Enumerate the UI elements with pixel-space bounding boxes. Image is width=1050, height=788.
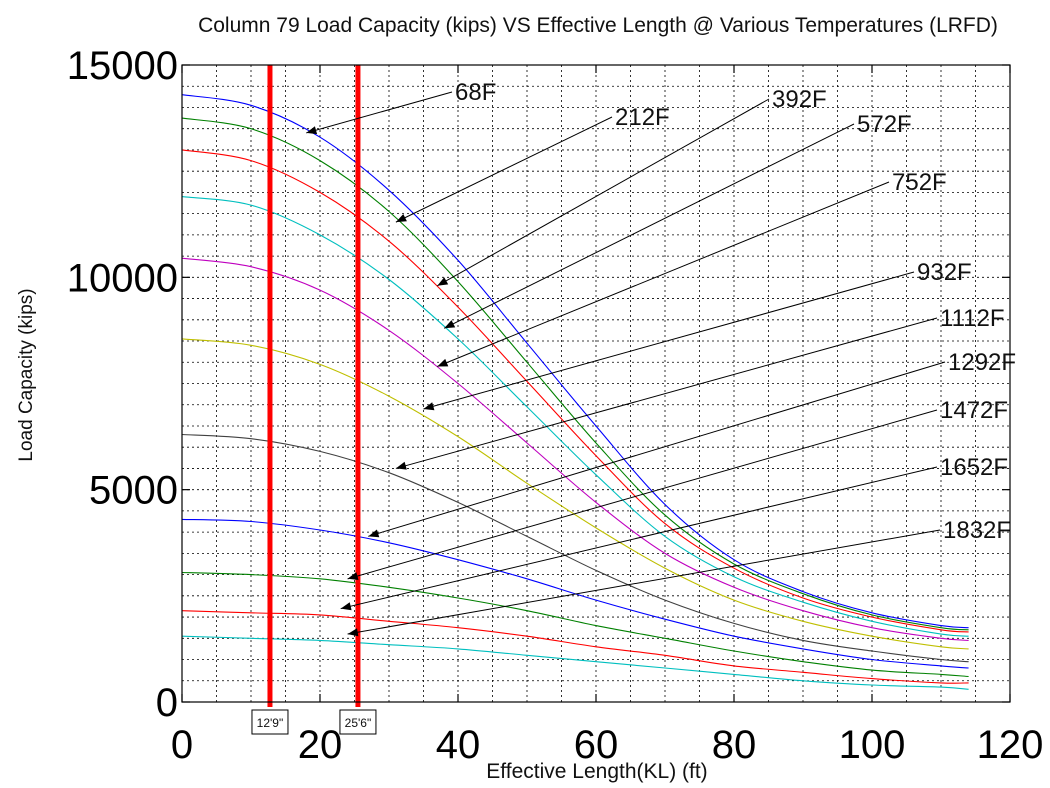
- chart-title: Column 79 Load Capacity (kips) VS Effect…: [198, 14, 998, 37]
- annotation-label-932F: 932F: [917, 259, 972, 286]
- annotation-layer: 68F 212F 392F 572F 752F 932F 1112F 1292F 1472F 16…: [306, 79, 1016, 637]
- x-tick-label: 20: [298, 723, 343, 767]
- annotation-arrowhead-212F: [395, 214, 407, 223]
- annotation-leader-1472F: [347, 409, 938, 580]
- series-line-68F: [181, 94, 969, 629]
- annotation-label-212F: 212F: [615, 104, 670, 131]
- y-tick-label: 0: [156, 681, 178, 725]
- x-tick-label: 60: [574, 723, 619, 767]
- annotation-label-1652F: 1652F: [940, 454, 1008, 481]
- marker-label-2: 25'6": [345, 716, 372, 730]
- series-line-1652F: [181, 610, 969, 684]
- marker-label-box-1: [251, 709, 289, 735]
- annotation-leader-392F: [437, 98, 770, 287]
- x-tick-label: 40: [436, 723, 481, 767]
- annotation-arrowhead-1652F: [340, 602, 352, 611]
- x-tick-label: 0: [171, 723, 193, 767]
- marker-label-1: 12'9": [257, 716, 284, 730]
- annotation-arrowhead-68F: [306, 126, 318, 135]
- x-tick-label: 80: [712, 723, 757, 767]
- annotation-label-392F: 392F: [772, 86, 827, 113]
- annotation-leader-68F: [306, 91, 453, 134]
- marker-label-box-2: [339, 709, 377, 735]
- annotation-arrowhead-932F: [423, 402, 435, 411]
- series-line-932F: [181, 338, 969, 650]
- tick-label-layer: 0 20 40 60 80 100 120 0 5000 10000 15000: [67, 44, 1044, 767]
- y-axis-label: Load Capacity (kips): [16, 288, 37, 461]
- annotation-leader-1292F: [368, 361, 946, 537]
- annotation-leader-1832F: [347, 529, 941, 635]
- y-tick-label: 10000: [67, 256, 178, 300]
- annotation-arrowhead-392F: [437, 277, 449, 286]
- annotation-arrowhead-1292F: [368, 529, 380, 538]
- annotation-arrowhead-752F: [437, 358, 449, 367]
- x-tick-label: 120: [977, 723, 1044, 767]
- annotation-label-572F: 572F: [857, 111, 912, 138]
- annotation-arrowhead-1112F: [395, 461, 407, 470]
- annotation-leader-1112F: [395, 317, 938, 469]
- annotation-leader-572F: [443, 123, 855, 329]
- series-line-572F: [181, 196, 969, 637]
- series-line-212F: [181, 117, 969, 631]
- annotation-arrowhead-1832F: [347, 628, 359, 637]
- y-tick-label: 5000: [89, 469, 178, 513]
- annotation-label-68F: 68F: [455, 79, 496, 106]
- annotation-label-1832F: 1832F: [943, 517, 1011, 544]
- annotation-arrowhead-1472F: [347, 572, 359, 580]
- annotation-leader-752F: [437, 181, 890, 367]
- series-line-1472F: [181, 571, 969, 678]
- series-line-1832F: [181, 635, 969, 690]
- x-axis-label: Effective Length(KL) (ft): [486, 760, 707, 783]
- series-line-1292F: [181, 518, 969, 669]
- annotation-label-1472F: 1472F: [940, 397, 1008, 424]
- x-tick-label: 100: [839, 723, 906, 767]
- annotation-leader-932F: [423, 271, 915, 410]
- series-line-392F: [181, 149, 969, 633]
- series-line-1112F: [181, 433, 969, 663]
- series-line-752F: [181, 257, 969, 641]
- annotation-label-1292F: 1292F: [948, 349, 1016, 376]
- annotation-label-752F: 752F: [892, 169, 947, 196]
- annotation-leader-1652F: [340, 466, 938, 610]
- marker-layer: 12'9" 25'6": [251, 65, 377, 735]
- grid-layer: [182, 65, 1010, 702]
- y-tick-label: 15000: [67, 44, 178, 88]
- series-layer: [181, 94, 969, 690]
- annotation-label-1112F: 1112F: [940, 305, 1005, 332]
- annotation-leader-212F: [395, 116, 613, 223]
- axes-layer: [181, 64, 1011, 703]
- annotation-arrowhead-572F: [444, 320, 456, 329]
